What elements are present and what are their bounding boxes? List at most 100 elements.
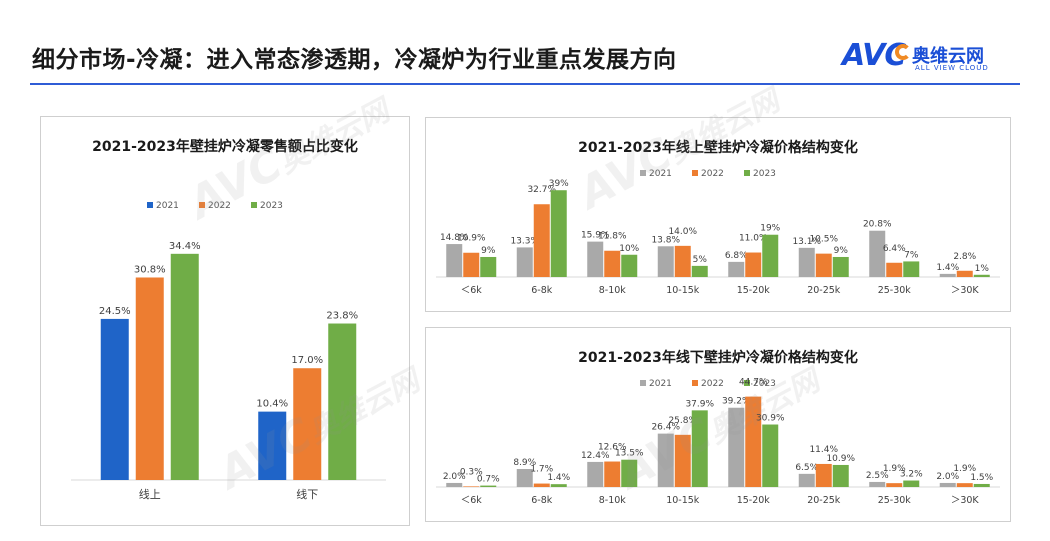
x-tick-label: ＜6k bbox=[461, 285, 483, 296]
bar bbox=[135, 277, 164, 480]
x-tick-label: 线下 bbox=[296, 487, 318, 501]
data-label: 2.5% bbox=[866, 471, 889, 481]
chart-title: 2021-2023年线下壁挂炉冷凝价格结构变化 bbox=[578, 349, 858, 366]
chart-title: 2021-2023年线上壁挂炉冷凝价格结构变化 bbox=[578, 139, 858, 156]
bar bbox=[869, 481, 886, 487]
x-tick-label: 20-25k bbox=[807, 285, 841, 296]
data-label: 10.9% bbox=[826, 454, 855, 464]
bar bbox=[886, 262, 903, 277]
legend-swatch bbox=[744, 170, 750, 176]
data-label: 26.4% bbox=[651, 423, 680, 433]
x-tick-label: 6-8k bbox=[531, 285, 553, 296]
x-tick-label: 10-15k bbox=[666, 495, 700, 506]
x-tick-label: 8-10k bbox=[599, 285, 627, 296]
data-label: 9% bbox=[481, 246, 496, 256]
bar bbox=[973, 483, 990, 487]
avc-logo: AVC 奥维云网 ALL VIEW CLOUD bbox=[842, 38, 1022, 78]
bar bbox=[446, 244, 463, 277]
bar bbox=[674, 245, 691, 277]
data-label: 2.0% bbox=[443, 472, 466, 482]
page-title: 细分市场-冷凝：进入常态渗透期，冷凝炉为行业重点发展方向 bbox=[32, 47, 677, 73]
data-label: 30.9% bbox=[756, 414, 785, 424]
data-label: 11.8% bbox=[598, 232, 627, 242]
bar bbox=[587, 241, 604, 277]
data-label: 0.7% bbox=[477, 475, 500, 485]
bar bbox=[815, 463, 832, 487]
legend-label: 2021 bbox=[649, 169, 672, 179]
bar bbox=[621, 459, 638, 487]
data-label: 1.9% bbox=[883, 464, 906, 474]
data-label: 1.7% bbox=[530, 465, 553, 475]
data-label: 44.7% bbox=[739, 378, 768, 388]
legend-swatch bbox=[147, 202, 153, 208]
data-label: 14.8% bbox=[440, 233, 469, 243]
data-label: 39.2% bbox=[722, 397, 751, 407]
bar bbox=[886, 483, 903, 487]
bar bbox=[463, 252, 480, 277]
legend-swatch bbox=[640, 170, 646, 176]
bar bbox=[762, 234, 779, 277]
data-label: 0.3% bbox=[460, 467, 483, 477]
data-label: 20.8% bbox=[863, 220, 892, 230]
chart-panel-offline-price: 2021-2023年线下壁挂炉冷凝价格结构变化 2021 2022 2023 ＜6k 2.… bbox=[425, 327, 1011, 522]
data-label: 11.4% bbox=[809, 445, 838, 455]
bar bbox=[550, 484, 567, 487]
bar bbox=[328, 323, 357, 480]
logo-en-text: ALL VIEW CLOUD bbox=[915, 64, 989, 72]
data-label: 6.8% bbox=[725, 251, 748, 261]
chart-online-price-svg: 2021-2023年线上壁挂炉冷凝价格结构变化 2021 2022 2023 ＜6k 14… bbox=[436, 139, 1000, 296]
chart-panel-share: 2021-2023年壁挂炉冷凝零售额占比变化 2021 2022 2023 线上 24.5… bbox=[40, 116, 410, 526]
data-label: 17.0% bbox=[291, 355, 323, 366]
data-label: 2.0% bbox=[936, 472, 959, 482]
bar bbox=[815, 253, 832, 277]
x-tick-label: 15-20k bbox=[737, 285, 771, 296]
bar bbox=[745, 396, 762, 487]
bar bbox=[446, 482, 463, 487]
logo-ring-icon bbox=[895, 44, 911, 60]
x-tick-label: 6-8k bbox=[531, 495, 553, 506]
data-label: 34.4% bbox=[169, 241, 201, 252]
bar bbox=[604, 461, 621, 487]
bar bbox=[657, 433, 674, 487]
data-label: 10.9% bbox=[457, 234, 486, 244]
bar bbox=[832, 256, 849, 277]
bar bbox=[691, 265, 708, 277]
data-label: 32.7% bbox=[527, 185, 556, 195]
data-label: 9% bbox=[834, 246, 849, 256]
x-tick-label: ＞30K bbox=[951, 285, 980, 296]
chart-title: 2021-2023年壁挂炉冷凝零售额占比变化 bbox=[92, 138, 358, 155]
legend-label: 2023 bbox=[260, 201, 283, 211]
bar bbox=[293, 368, 322, 480]
data-label: 13.3% bbox=[510, 236, 539, 246]
bar bbox=[657, 246, 674, 277]
bar bbox=[939, 273, 956, 277]
bar bbox=[973, 274, 990, 277]
data-label: 13.5% bbox=[615, 449, 644, 459]
title-divider bbox=[30, 83, 1020, 85]
data-label: 14.0% bbox=[668, 227, 697, 237]
bar bbox=[258, 411, 287, 480]
data-label: 19% bbox=[760, 224, 780, 234]
bar bbox=[745, 252, 762, 277]
bar bbox=[550, 190, 567, 277]
bar bbox=[798, 473, 815, 487]
data-label: 24.5% bbox=[99, 306, 131, 317]
data-label: 1.5% bbox=[970, 473, 993, 483]
logo-cn-text: 奥维云网 bbox=[912, 46, 984, 67]
data-label: 1.4% bbox=[547, 473, 570, 483]
bar bbox=[100, 318, 129, 480]
x-tick-label: 15-20k bbox=[737, 495, 771, 506]
legend-label: 2023 bbox=[753, 169, 776, 179]
data-label: 5% bbox=[693, 255, 708, 265]
legend-label: 2021 bbox=[156, 201, 179, 211]
data-label: 1% bbox=[975, 264, 990, 274]
bar bbox=[516, 247, 533, 277]
legend-swatch bbox=[744, 380, 750, 386]
data-label: 12.6% bbox=[598, 443, 627, 453]
bar bbox=[604, 250, 621, 277]
legend-label: 2021 bbox=[649, 379, 672, 389]
data-label: 1.4% bbox=[936, 263, 959, 273]
x-tick-label: 8-10k bbox=[599, 495, 627, 506]
x-tick-label: 20-25k bbox=[807, 495, 841, 506]
x-tick-label: 25-30k bbox=[878, 285, 912, 296]
